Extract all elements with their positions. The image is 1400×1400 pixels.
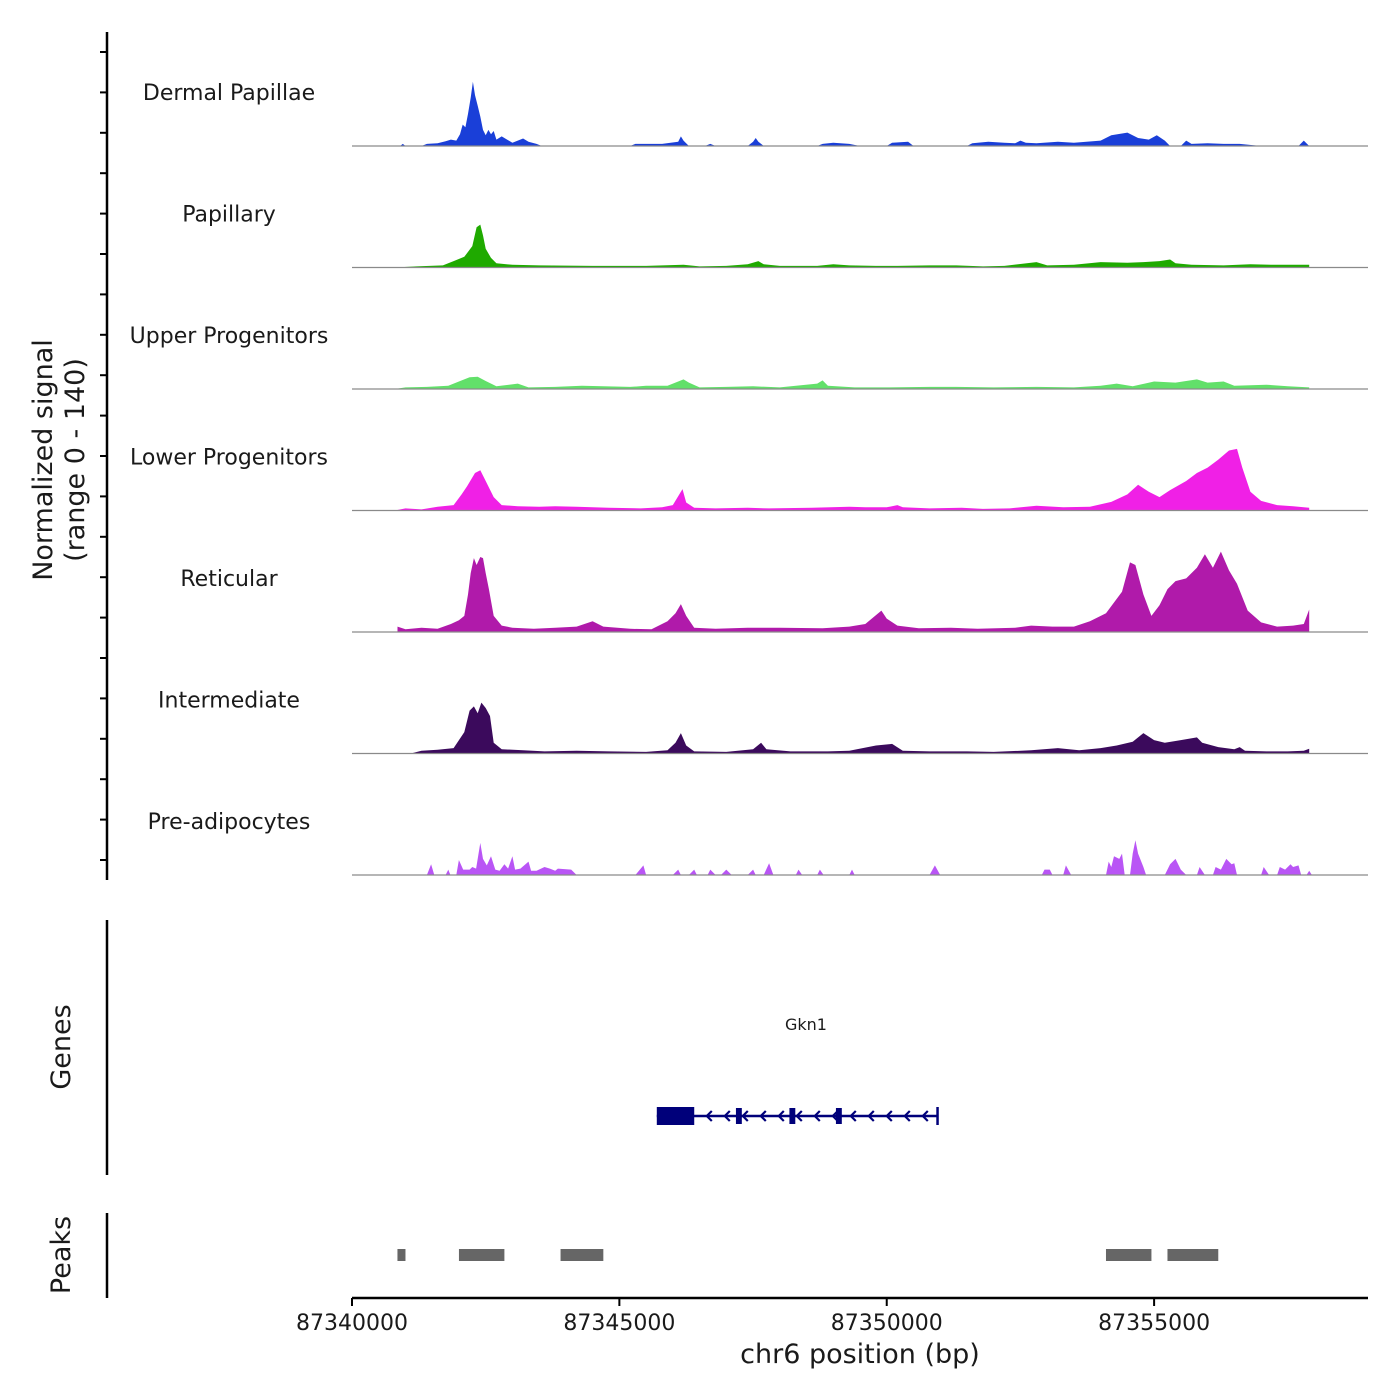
track-lower-progenitors: Lower Progenitors <box>130 446 1368 512</box>
track-label: Reticular <box>180 567 278 592</box>
peak-region <box>1167 1249 1219 1261</box>
track-label: Upper Progenitors <box>130 324 329 349</box>
gene-exon <box>835 1108 842 1124</box>
strand-arrow <box>885 1110 893 1122</box>
track-pre-adipocytes: Pre-adipocytes <box>148 810 1368 876</box>
track-label: Dermal Papillae <box>143 81 315 106</box>
strand-arrow <box>849 1110 857 1122</box>
x-axis-title: chr6 position (bp) <box>740 1339 980 1370</box>
peak-region <box>458 1249 505 1261</box>
x-axis: chr6 position (bp) 87340000 87345000 87350… <box>296 1296 1368 1370</box>
track-label: Lower Progenitors <box>130 446 328 471</box>
peak-region <box>1105 1249 1152 1261</box>
gene-model-gkn1 <box>656 1107 939 1125</box>
x-tick-label: 87345000 <box>563 1311 675 1336</box>
track-dermal-papillae: Dermal Papillae <box>143 81 1368 147</box>
x-tick-label: 87355000 <box>1098 1311 1210 1336</box>
y-axis <box>100 32 109 1298</box>
strand-arrow <box>777 1110 785 1122</box>
signal-area <box>394 376 1310 389</box>
strand-arrow <box>741 1110 749 1122</box>
signal-area <box>394 448 1310 511</box>
track-label: Papillary <box>182 203 276 228</box>
track-papillary: Papillary <box>182 203 1368 269</box>
signal-area <box>410 702 1310 754</box>
strand-arrow <box>867 1110 875 1122</box>
gene-exon <box>735 1108 742 1124</box>
signal-area <box>400 81 1310 146</box>
signal-tracks: Dermal Papillae Papillary Upper Progenitor… <box>130 81 1368 876</box>
x-tick-label: 87340000 <box>296 1311 408 1336</box>
gene-exon <box>789 1108 796 1124</box>
strand-arrow <box>723 1110 731 1122</box>
gene-exon <box>656 1107 695 1125</box>
track-label: Pre-adipocytes <box>148 810 311 835</box>
peak-track <box>397 1249 1219 1261</box>
strand-arrow <box>759 1110 767 1122</box>
y-axis-title-line1: Normalized signal <box>28 339 59 581</box>
peaks-axis-title: Peaks <box>46 1216 77 1294</box>
signal-area <box>394 224 1310 268</box>
strand-arrow <box>705 1110 713 1122</box>
track-intermediate: Intermediate <box>158 689 1368 755</box>
gene-label-gkn1: Gkn1 <box>785 1015 827 1034</box>
y-axis-labels: Normalized signal (range 0 - 140) Genes … <box>28 339 91 1294</box>
genes-axis-title: Genes <box>46 1004 77 1089</box>
peak-region <box>560 1249 604 1261</box>
y-axis-title-line2: (range 0 - 140) <box>60 358 91 562</box>
track-upper-progenitors: Upper Progenitors <box>130 324 1368 390</box>
strand-arrow <box>795 1110 803 1122</box>
strand-arrow <box>903 1110 911 1122</box>
track-reticular: Reticular <box>180 551 1368 633</box>
peak-region <box>397 1249 406 1261</box>
strand-arrow <box>921 1110 929 1122</box>
track-label: Intermediate <box>158 689 300 714</box>
strand-arrow <box>813 1110 821 1122</box>
signal-area <box>397 551 1310 632</box>
gene-track: Gkn1 <box>656 1015 939 1125</box>
x-tick-label: 87350000 <box>831 1311 943 1336</box>
signal-area <box>426 840 1312 875</box>
